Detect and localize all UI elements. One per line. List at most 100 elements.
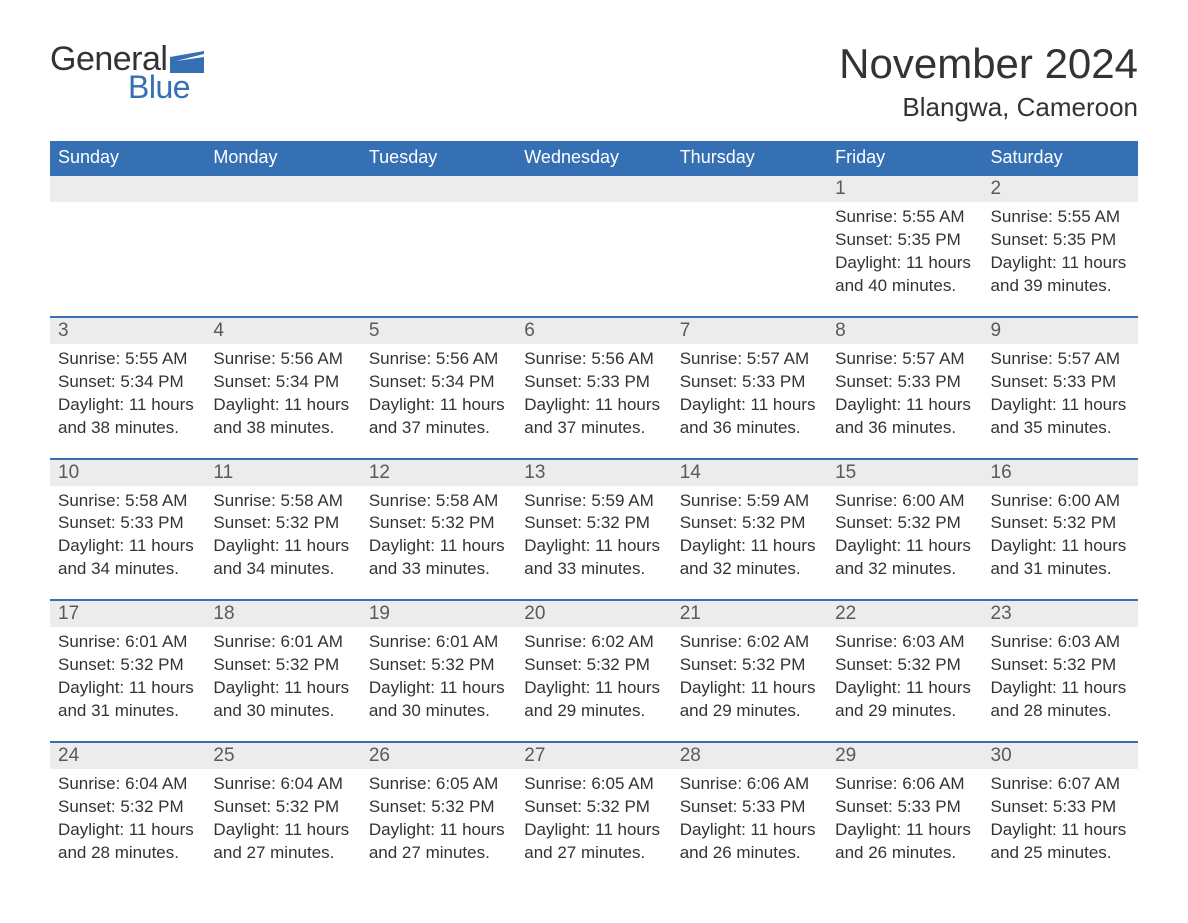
daylight-text-1: Daylight: 11 hours — [835, 394, 974, 417]
daylight-text-2: and 37 minutes. — [524, 417, 663, 440]
daylight-text-1: Daylight: 11 hours — [524, 677, 663, 700]
day-content-cell: Sunrise: 6:02 AMSunset: 5:32 PMDaylight:… — [672, 627, 827, 742]
day-number-row: 10111213141516 — [50, 459, 1138, 486]
day-content-cell: Sunrise: 5:59 AMSunset: 5:32 PMDaylight:… — [516, 486, 671, 601]
day-number-cell: 17 — [50, 600, 205, 627]
day-number-cell: 12 — [361, 459, 516, 486]
sunset-text: Sunset: 5:32 PM — [680, 654, 819, 677]
day-number-cell: 8 — [827, 317, 982, 344]
sunset-text: Sunset: 5:32 PM — [369, 654, 508, 677]
day-content-cell — [361, 202, 516, 317]
sunrise-text: Sunrise: 6:01 AM — [213, 631, 352, 654]
day-number-cell: 28 — [672, 742, 827, 769]
weekday-header: Sunday — [50, 141, 205, 175]
daylight-text-1: Daylight: 11 hours — [835, 535, 974, 558]
sunset-text: Sunset: 5:32 PM — [835, 512, 974, 535]
daylight-text-2: and 31 minutes. — [58, 700, 197, 723]
daylight-text-1: Daylight: 11 hours — [213, 677, 352, 700]
day-number-row: 24252627282930 — [50, 742, 1138, 769]
daylight-text-2: and 30 minutes. — [369, 700, 508, 723]
daylight-text-2: and 36 minutes. — [835, 417, 974, 440]
day-number-cell: 16 — [983, 459, 1138, 486]
daylight-text-2: and 36 minutes. — [680, 417, 819, 440]
daylight-text-1: Daylight: 11 hours — [991, 819, 1130, 842]
daylight-text-2: and 27 minutes. — [213, 842, 352, 865]
day-number-cell — [672, 175, 827, 202]
day-content-cell: Sunrise: 5:58 AMSunset: 5:32 PMDaylight:… — [361, 486, 516, 601]
day-number-cell: 22 — [827, 600, 982, 627]
weekday-header: Saturday — [983, 141, 1138, 175]
daylight-text-2: and 31 minutes. — [991, 558, 1130, 581]
day-content-cell: Sunrise: 6:04 AMSunset: 5:32 PMDaylight:… — [205, 769, 360, 883]
daylight-text-1: Daylight: 11 hours — [58, 394, 197, 417]
daylight-text-1: Daylight: 11 hours — [991, 394, 1130, 417]
title-block: November 2024 Blangwa, Cameroon — [839, 40, 1138, 123]
day-content-cell: Sunrise: 6:04 AMSunset: 5:32 PMDaylight:… — [50, 769, 205, 883]
sunrise-text: Sunrise: 6:02 AM — [680, 631, 819, 654]
day-content-cell: Sunrise: 6:03 AMSunset: 5:32 PMDaylight:… — [827, 627, 982, 742]
day-content-cell: Sunrise: 5:57 AMSunset: 5:33 PMDaylight:… — [983, 344, 1138, 459]
weekday-header: Friday — [827, 141, 982, 175]
day-number-cell: 6 — [516, 317, 671, 344]
weekday-header: Tuesday — [361, 141, 516, 175]
sunset-text: Sunset: 5:35 PM — [991, 229, 1130, 252]
day-content-cell: Sunrise: 6:06 AMSunset: 5:33 PMDaylight:… — [827, 769, 982, 883]
day-number-cell: 23 — [983, 600, 1138, 627]
daylight-text-1: Daylight: 11 hours — [680, 677, 819, 700]
daylight-text-1: Daylight: 11 hours — [369, 677, 508, 700]
day-number-cell: 30 — [983, 742, 1138, 769]
day-number-cell: 25 — [205, 742, 360, 769]
daylight-text-2: and 25 minutes. — [991, 842, 1130, 865]
daylight-text-2: and 29 minutes. — [524, 700, 663, 723]
sunset-text: Sunset: 5:33 PM — [835, 371, 974, 394]
day-content-cell — [205, 202, 360, 317]
weekday-header-row: Sunday Monday Tuesday Wednesday Thursday… — [50, 141, 1138, 175]
day-content-cell: Sunrise: 5:59 AMSunset: 5:32 PMDaylight:… — [672, 486, 827, 601]
day-number-cell: 27 — [516, 742, 671, 769]
sunset-text: Sunset: 5:33 PM — [991, 796, 1130, 819]
day-number-row: 12 — [50, 175, 1138, 202]
day-number-cell — [516, 175, 671, 202]
daylight-text-1: Daylight: 11 hours — [991, 252, 1130, 275]
day-number-cell: 9 — [983, 317, 1138, 344]
day-content-cell: Sunrise: 6:02 AMSunset: 5:32 PMDaylight:… — [516, 627, 671, 742]
day-content-row: Sunrise: 5:55 AMSunset: 5:35 PMDaylight:… — [50, 202, 1138, 317]
day-content-row: Sunrise: 5:58 AMSunset: 5:33 PMDaylight:… — [50, 486, 1138, 601]
day-number-cell: 2 — [983, 175, 1138, 202]
brand-word2: Blue — [128, 69, 204, 106]
sunrise-text: Sunrise: 5:58 AM — [213, 490, 352, 513]
daylight-text-2: and 32 minutes. — [835, 558, 974, 581]
day-content-cell: Sunrise: 6:05 AMSunset: 5:32 PMDaylight:… — [361, 769, 516, 883]
page-header: General Blue November 2024 Blangwa, Came… — [50, 40, 1138, 123]
daylight-text-2: and 27 minutes. — [524, 842, 663, 865]
sunrise-text: Sunrise: 6:01 AM — [58, 631, 197, 654]
day-number-cell: 10 — [50, 459, 205, 486]
daylight-text-2: and 38 minutes. — [213, 417, 352, 440]
daylight-text-1: Daylight: 11 hours — [213, 394, 352, 417]
day-number-cell — [50, 175, 205, 202]
sunrise-text: Sunrise: 6:06 AM — [680, 773, 819, 796]
day-number-cell: 20 — [516, 600, 671, 627]
sunset-text: Sunset: 5:33 PM — [524, 371, 663, 394]
sunrise-text: Sunrise: 5:59 AM — [680, 490, 819, 513]
sunrise-text: Sunrise: 6:05 AM — [369, 773, 508, 796]
day-content-cell — [516, 202, 671, 317]
sunrise-text: Sunrise: 5:59 AM — [524, 490, 663, 513]
weekday-header: Monday — [205, 141, 360, 175]
sunrise-text: Sunrise: 5:57 AM — [835, 348, 974, 371]
daylight-text-2: and 35 minutes. — [991, 417, 1130, 440]
day-number-cell: 4 — [205, 317, 360, 344]
sunrise-text: Sunrise: 6:05 AM — [524, 773, 663, 796]
sunset-text: Sunset: 5:32 PM — [991, 512, 1130, 535]
daylight-text-2: and 37 minutes. — [369, 417, 508, 440]
sunset-text: Sunset: 5:32 PM — [524, 512, 663, 535]
daylight-text-2: and 29 minutes. — [835, 700, 974, 723]
sunrise-text: Sunrise: 6:04 AM — [213, 773, 352, 796]
day-content-cell: Sunrise: 5:57 AMSunset: 5:33 PMDaylight:… — [672, 344, 827, 459]
daylight-text-2: and 39 minutes. — [991, 275, 1130, 298]
day-content-cell: Sunrise: 5:56 AMSunset: 5:34 PMDaylight:… — [361, 344, 516, 459]
sunrise-text: Sunrise: 5:56 AM — [213, 348, 352, 371]
day-number-row: 3456789 — [50, 317, 1138, 344]
daylight-text-2: and 38 minutes. — [58, 417, 197, 440]
day-content-row: Sunrise: 5:55 AMSunset: 5:34 PMDaylight:… — [50, 344, 1138, 459]
